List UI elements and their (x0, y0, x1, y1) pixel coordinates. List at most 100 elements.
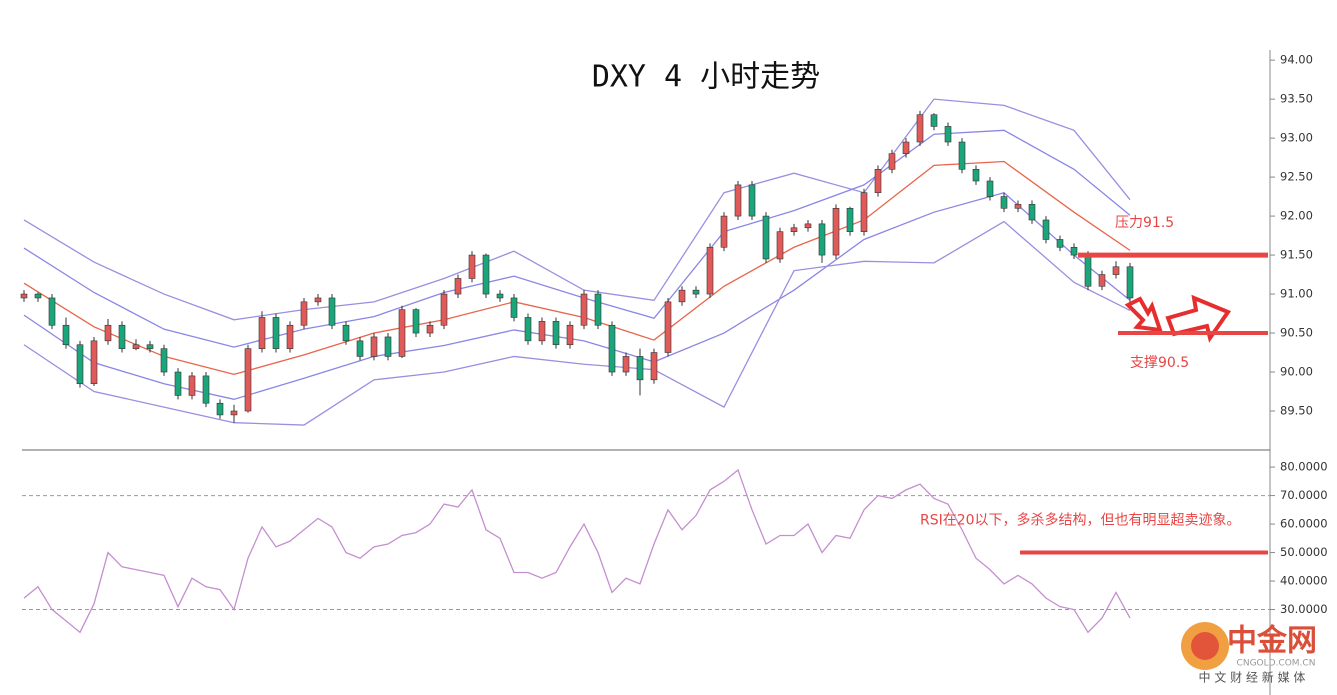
candle-body (286, 324, 294, 349)
candle-body (678, 289, 686, 303)
candle-body (986, 180, 994, 197)
candle-body (902, 141, 910, 155)
y-tick-label: 60.0000 (1280, 517, 1328, 531)
candle-body (426, 324, 434, 334)
candle-body (608, 324, 616, 373)
candle-body (930, 114, 938, 127)
candle-body (804, 223, 812, 229)
candle-body (692, 289, 700, 295)
candle-body (104, 324, 112, 342)
candle-body (1028, 204, 1036, 221)
candle-body (650, 352, 658, 381)
y-tick-label: 92.00 (1280, 209, 1313, 223)
candle-body (818, 223, 826, 256)
candle-body (720, 215, 728, 248)
candle-body (846, 207, 854, 232)
candle-body (1000, 196, 1008, 209)
candle-body (1126, 266, 1134, 299)
candle-body (1070, 246, 1078, 256)
candle-body (594, 293, 602, 326)
candle-body (916, 114, 924, 143)
candle-body (34, 293, 42, 299)
candle-body (76, 344, 84, 385)
candle-body (552, 321, 560, 346)
band-line (23, 220, 1131, 426)
candle-body (1042, 219, 1050, 240)
candle-body (20, 293, 28, 299)
candle-body (524, 317, 532, 342)
candle-body (342, 324, 350, 342)
candle-body (636, 356, 644, 381)
y-tick-label: 91.00 (1280, 287, 1313, 301)
candle-body (468, 254, 476, 279)
candle-body (258, 317, 266, 349)
y-tick-label: 92.50 (1280, 170, 1313, 184)
chart-title: DXY 4 小时走势 (592, 60, 820, 95)
candle-body (48, 297, 56, 326)
candle-body (622, 356, 630, 373)
candle-body (762, 215, 770, 260)
candle-body (482, 254, 490, 295)
candle-body (300, 301, 308, 326)
candle-body (384, 336, 392, 357)
y-tick-label: 94.00 (1280, 53, 1313, 67)
level-label: 支撑90.5 (1130, 355, 1189, 371)
candle-body (62, 324, 70, 346)
candle-body (538, 321, 546, 342)
y-tick-label: 40.0000 (1280, 574, 1328, 588)
candle-body (888, 153, 896, 170)
candle-body (496, 293, 504, 299)
candle-body (510, 297, 518, 318)
candle-body (118, 324, 126, 349)
band-line (23, 160, 1131, 376)
candle-body (356, 340, 364, 357)
candle-body (202, 375, 210, 404)
candle-body (972, 168, 980, 182)
candle-body (874, 168, 882, 193)
logo-mark (1191, 632, 1219, 660)
candle-body (454, 278, 462, 295)
candle-body (1084, 254, 1092, 287)
candle-body (580, 293, 588, 326)
logo-domain: CNGOLD.COM.CN (1237, 659, 1316, 669)
logo-tagline: 中 文 财 经 新 媒 体 (1199, 670, 1306, 685)
candle-body (272, 317, 280, 349)
y-tick-label: 50.0000 (1280, 545, 1328, 559)
level-label: 压力91.5 (1115, 215, 1174, 231)
candle-body (832, 207, 840, 256)
candle-body (398, 309, 406, 357)
candle-body (328, 297, 336, 326)
candle-body (370, 336, 378, 357)
candle-body (776, 231, 784, 260)
candle-body (1014, 204, 1022, 209)
candle-body (440, 293, 448, 326)
candle-body (706, 246, 714, 295)
candle-body (216, 402, 224, 416)
candle-body (1112, 266, 1120, 275)
y-tick-label: 80.0000 (1280, 460, 1328, 474)
candle-body (90, 340, 98, 385)
candle-body (1056, 239, 1064, 248)
candle-body (944, 126, 952, 143)
candle-body (160, 348, 168, 373)
candle-body (132, 344, 140, 349)
logo: 中金网 CNGOLD.COM.CN 中 文 财 经 新 媒 体 (1181, 622, 1317, 685)
candle-body (860, 192, 868, 232)
logo-name: 中金网 (1227, 624, 1317, 659)
candle-body (748, 184, 756, 217)
band-line (23, 191, 1131, 400)
candle-body (412, 309, 420, 334)
candle-body (1098, 274, 1106, 287)
y-tick-label: 93.00 (1280, 131, 1313, 145)
arrow-down (1124, 296, 1163, 333)
candle-body (230, 410, 238, 416)
candle-body (188, 375, 196, 396)
y-tick-label: 30.0000 (1280, 602, 1328, 616)
y-tick-label: 90.00 (1280, 365, 1313, 379)
level-label: RSI在20以下，多杀多结构，但也有明显超卖迹象。 (920, 512, 1241, 529)
candle-body (958, 141, 966, 170)
y-tick-label: 89.50 (1280, 404, 1313, 418)
candle-body (790, 227, 798, 232)
y-tick-label: 93.50 (1280, 92, 1313, 106)
